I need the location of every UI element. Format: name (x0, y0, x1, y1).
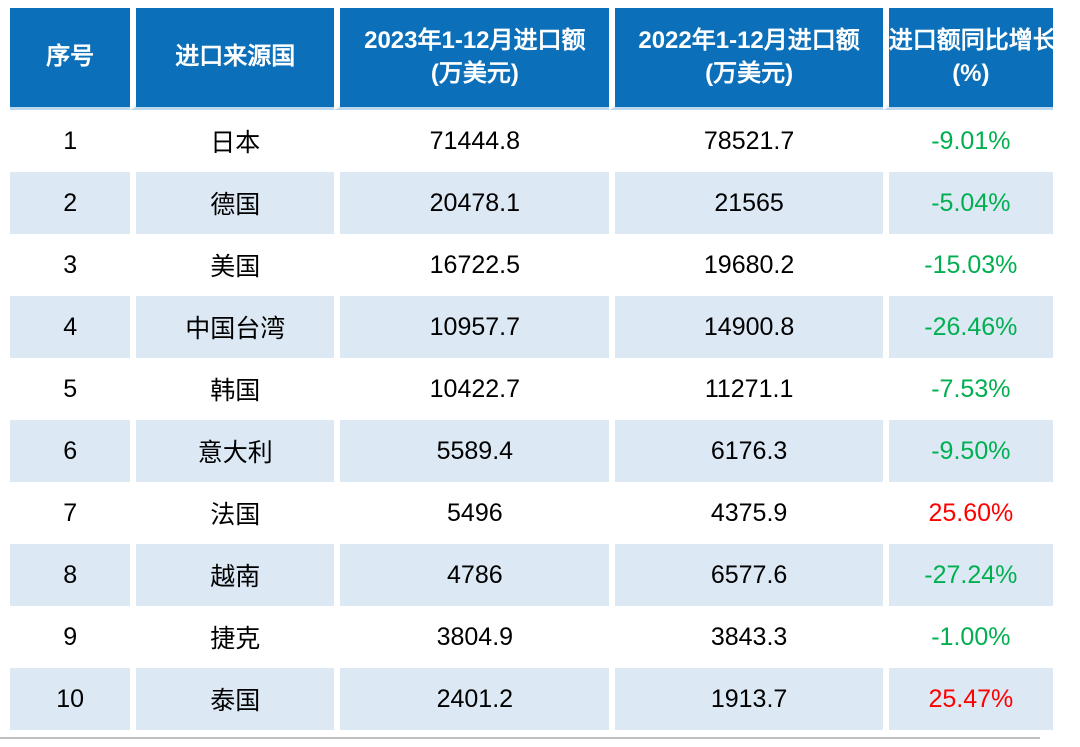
cell-imports-2023: 5589.4 (334, 420, 610, 482)
cell-country: 法国 (130, 482, 335, 544)
table-body: 1 日本 71444.8 78521.7 -9.01% 2 德国 20478.1… (10, 110, 1053, 730)
cell-country: 捷克 (130, 606, 335, 668)
cell-row-number: 5 (10, 358, 131, 420)
cell-imports-2022: 3843.3 (609, 606, 883, 668)
table-row: 2 德国 20478.1 21565 -5.04% (10, 172, 1053, 234)
table-row: 3 美国 16722.5 19680.2 -15.03% (10, 234, 1053, 296)
cell-growth-percent: -26.46% (882, 296, 1053, 358)
cell-growth-percent: 25.47% (882, 668, 1053, 730)
header-label: 序号 (46, 43, 95, 71)
table-bottom-shadow (0, 737, 1040, 739)
cell-imports-2022: 6176.3 (609, 420, 883, 482)
cell-row-number: 4 (10, 296, 131, 358)
cell-imports-2023: 3804.9 (334, 606, 610, 668)
cell-imports-2022: 11271.1 (609, 358, 883, 420)
cell-imports-2022: 6577.6 (609, 544, 883, 606)
cell-row-number: 8 (10, 544, 131, 606)
cell-growth-percent: -9.50% (882, 420, 1053, 482)
cell-row-number: 1 (10, 110, 131, 172)
cell-imports-2023: 10422.7 (334, 358, 610, 420)
header-cell-no: 序号 (10, 8, 131, 110)
header-sub: (万美元) (705, 59, 794, 87)
table-header: 序号 进口来源国 2023年1-12月进口额 (万美元) 2022年1-12月进… (10, 8, 1053, 110)
header-cell-country: 进口来源国 (130, 8, 335, 110)
table-row: 8 越南 4786 6577.6 -27.24% (10, 544, 1053, 606)
cell-growth-percent: -5.04% (882, 172, 1053, 234)
table-row: 4 中国台湾 10957.7 14900.8 -26.46% (10, 296, 1053, 358)
cell-growth-percent: -9.01% (882, 110, 1053, 172)
cell-imports-2023: 10957.7 (334, 296, 610, 358)
cell-row-number: 3 (10, 234, 131, 296)
cell-imports-2023: 20478.1 (334, 172, 610, 234)
header-row: 序号 进口来源国 2023年1-12月进口额 (万美元) 2022年1-12月进… (10, 8, 1053, 110)
cell-growth-percent: -27.24% (882, 544, 1053, 606)
cell-row-number: 9 (10, 606, 131, 668)
cell-imports-2022: 1913.7 (609, 668, 883, 730)
cell-country: 中国台湾 (130, 296, 335, 358)
table-row: 1 日本 71444.8 78521.7 -9.01% (10, 110, 1053, 172)
cell-country: 意大利 (130, 420, 335, 482)
import-table: 序号 进口来源国 2023年1-12月进口额 (万美元) 2022年1-12月进… (10, 8, 1053, 730)
cell-country: 泰国 (130, 668, 335, 730)
cell-country: 美国 (130, 234, 335, 296)
header-sub: (万美元) (430, 59, 519, 87)
header-label: 2022年1-12月进口额 (638, 27, 860, 55)
cell-row-number: 6 (10, 420, 131, 482)
cell-imports-2023: 5496 (334, 482, 610, 544)
table-row: 10 泰国 2401.2 1913.7 25.47% (10, 668, 1053, 730)
cell-row-number: 7 (10, 482, 131, 544)
cell-imports-2023: 4786 (334, 544, 610, 606)
cell-growth-percent: -1.00% (882, 606, 1053, 668)
header-cell-2022-imports: 2022年1-12月进口额 (万美元) (609, 8, 883, 110)
table-row: 9 捷克 3804.9 3843.3 -1.00% (10, 606, 1053, 668)
cell-country: 韩国 (130, 358, 335, 420)
cell-growth-percent: -7.53% (882, 358, 1053, 420)
cell-country: 德国 (130, 172, 335, 234)
import-table-container: 序号 进口来源国 2023年1-12月进口额 (万美元) 2022年1-12月进… (10, 8, 1053, 730)
header-label: 进口来源国 (175, 43, 296, 71)
cell-imports-2022: 78521.7 (609, 110, 883, 172)
header-cell-2023-imports: 2023年1-12月进口额 (万美元) (334, 8, 610, 110)
header-label: 进口额同比增长 (888, 27, 1053, 55)
cell-country: 日本 (130, 110, 335, 172)
cell-imports-2023: 2401.2 (334, 668, 610, 730)
header-sub: (%) (952, 59, 990, 87)
cell-row-number: 10 (10, 668, 131, 730)
cell-imports-2023: 71444.8 (334, 110, 610, 172)
table-row: 7 法国 5496 4375.9 25.60% (10, 482, 1053, 544)
cell-imports-2023: 16722.5 (334, 234, 610, 296)
cell-row-number: 2 (10, 172, 131, 234)
cell-growth-percent: 25.60% (882, 482, 1053, 544)
cell-growth-percent: -15.03% (882, 234, 1053, 296)
cell-country: 越南 (130, 544, 335, 606)
table-row: 5 韩国 10422.7 11271.1 -7.53% (10, 358, 1053, 420)
header-cell-growth: 进口额同比增长 (%) (882, 8, 1053, 110)
cell-imports-2022: 19680.2 (609, 234, 883, 296)
cell-imports-2022: 14900.8 (609, 296, 883, 358)
table-row: 6 意大利 5589.4 6176.3 -9.50% (10, 420, 1053, 482)
header-label: 2023年1-12月进口额 (364, 27, 586, 55)
cell-imports-2022: 4375.9 (609, 482, 883, 544)
cell-imports-2022: 21565 (609, 172, 883, 234)
